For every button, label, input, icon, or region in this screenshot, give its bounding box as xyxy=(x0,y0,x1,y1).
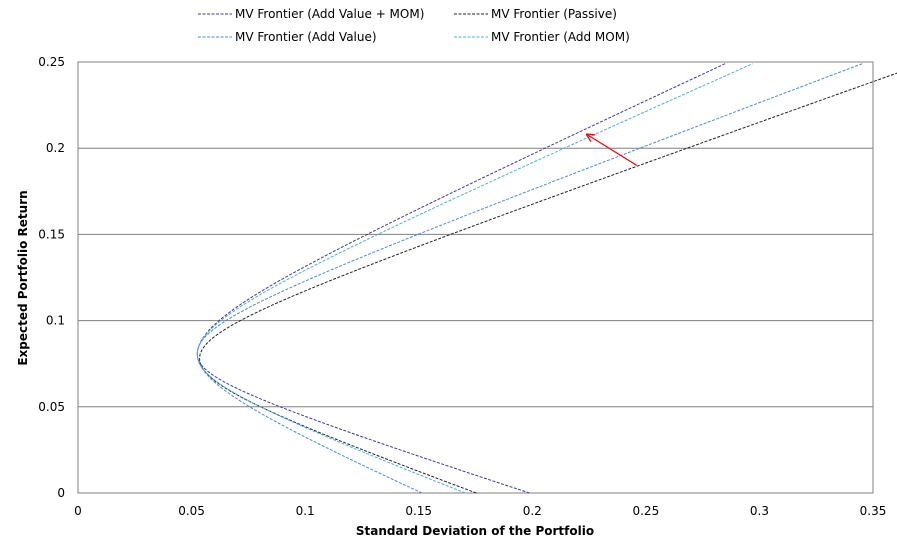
x-tick-label: 0.05 xyxy=(178,504,205,518)
legend-label: MV Frontier (Add Value) xyxy=(235,30,377,44)
x-tick-label: 0.2 xyxy=(523,504,542,518)
series-line-0 xyxy=(196,63,726,494)
series-line-2 xyxy=(196,63,863,494)
y-tick-label: 0.2 xyxy=(46,141,65,155)
legend: MV Frontier (Add Value + MOM) MV Frontier… xyxy=(198,7,630,44)
x-axis-title: Standard Deviation of the Portfolio xyxy=(356,524,594,538)
y-axis-title: Expected Portfolio Return xyxy=(16,190,30,365)
legend-label: MV Frontier (Passive) xyxy=(491,7,617,21)
grid-lines xyxy=(78,61,873,494)
x-tick-label: 0.3 xyxy=(750,504,769,518)
plot-area-frame xyxy=(77,61,874,494)
series-line-3 xyxy=(196,63,753,494)
y-tick-label: 0.05 xyxy=(38,400,65,414)
y-tick-label: 0.25 xyxy=(38,55,65,69)
y-tick-label: 0 xyxy=(57,486,65,500)
y-tick-labels: 0 0.05 0.1 0.15 0.2 0.25 xyxy=(38,55,65,500)
annotation-layer xyxy=(587,134,638,166)
x-tick-labels: 0 0.05 0.1 0.15 0.2 0.25 0.3 0.35 xyxy=(74,504,886,518)
x-tick-label: 0.1 xyxy=(296,504,315,518)
annotation-arrow xyxy=(587,134,638,166)
y-tick-label: 0.1 xyxy=(46,314,65,328)
legend-label: MV Frontier (Add MOM) xyxy=(491,30,630,44)
series-lines xyxy=(196,63,897,494)
series-line-1 xyxy=(199,72,897,494)
y-tick-label: 0.15 xyxy=(38,227,65,241)
x-tick-label: 0.15 xyxy=(405,504,432,518)
x-tick-label: 0.35 xyxy=(860,504,887,518)
x-tick-label: 0.25 xyxy=(632,504,659,518)
x-tick-label: 0 xyxy=(74,504,82,518)
legend-label: MV Frontier (Add Value + MOM) xyxy=(235,7,424,21)
